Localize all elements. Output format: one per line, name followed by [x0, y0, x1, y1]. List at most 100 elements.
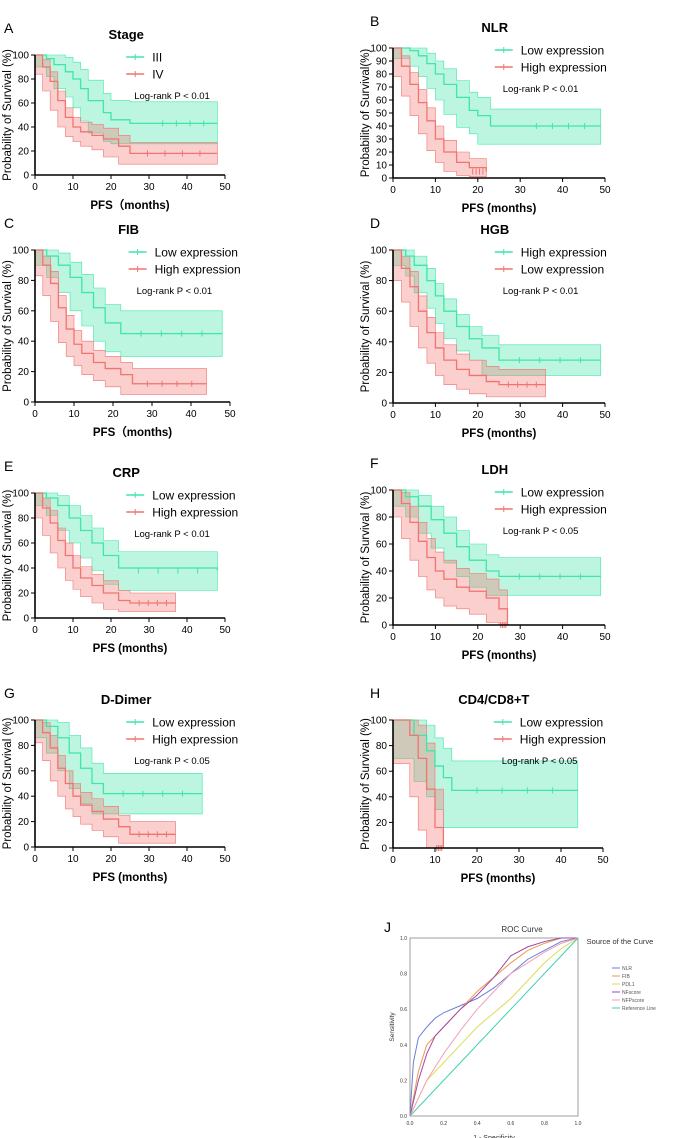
y-tick-label: 20: [18, 147, 30, 158]
ci-band: [34, 249, 207, 395]
panel-letter: A: [4, 20, 14, 36]
y-tick-label: 60: [18, 306, 30, 317]
roc-curve: [409, 937, 579, 1117]
y-tick-label: 80: [18, 276, 30, 287]
ci-band: [392, 249, 546, 398]
survival-curve: [393, 47, 487, 172]
x-tick-label: 20: [471, 855, 483, 866]
legend-label: High expression: [152, 733, 238, 747]
legend-label: IV: [152, 68, 163, 82]
survival-curve: [35, 719, 176, 835]
legend-label: III: [152, 51, 162, 65]
x-tick-label: 20: [107, 409, 119, 420]
x-tick-label: 10: [67, 182, 79, 193]
x-tick-label: 0: [390, 410, 396, 421]
survival-curve: [35, 249, 223, 335]
survival-curve: [35, 249, 207, 385]
x-tick-label: 40: [557, 185, 569, 196]
x-tick-label: 0: [390, 632, 396, 643]
legend-label: Low expression: [521, 263, 604, 277]
y-tick-label: 0.2: [400, 1078, 407, 1084]
legend-title: Source of the Curve: [587, 937, 654, 946]
y-tick-label: 0: [381, 844, 387, 855]
legend-label: Low expression: [155, 246, 238, 260]
legend-label: Low expression: [521, 486, 604, 500]
logrank-pvalue: Log-rank P < 0.01: [503, 286, 579, 297]
x-tick-label: 40: [557, 410, 569, 421]
y-tick-label: 80: [18, 741, 30, 752]
y-tick-label: 0.0: [400, 1114, 407, 1120]
logrank-pvalue: Log-rank P < 0.05: [502, 756, 578, 767]
y-tick-label: 0: [381, 399, 387, 410]
logrank-pvalue: Log-rank P < 0.01: [503, 84, 579, 95]
panel-g: G D-Dimer 0 10 20 30 40 50 0 20 40 60 80 100 PFS (mont…: [2, 685, 238, 884]
survival-curve: [393, 249, 601, 361]
x-tick-label: 40: [185, 409, 197, 420]
y-tick-label: 0.8: [400, 972, 407, 978]
survival-curve: [35, 54, 218, 155]
legend-label: High expression: [155, 263, 241, 277]
x-tick-label: 0: [390, 185, 396, 196]
survival-curve: [35, 54, 218, 125]
survival-curve: [393, 489, 601, 578]
legend-label: Low expression: [520, 716, 603, 730]
panel-c: C FIB 0 10 20 30 40 50 0 20 40 60 80 100 PFS（months) Pr…: [2, 215, 241, 439]
legend-label: Low expression: [521, 44, 604, 58]
y-axis-label: Probability of Survival (%): [2, 260, 14, 392]
x-axis-label: PFS (months): [461, 873, 536, 885]
panel-letter: F: [370, 455, 379, 471]
panel-title: Stage: [108, 27, 143, 42]
x-tick-label: 30: [143, 625, 155, 636]
y-tick-label: 60: [376, 767, 388, 778]
y-tick-label: 60: [18, 99, 30, 110]
x-tick-label: 50: [599, 185, 611, 196]
y-tick-label: 40: [18, 792, 30, 803]
x-tick-label: 40: [181, 182, 193, 193]
panel-letter: H: [370, 685, 380, 701]
x-tick-label: 40: [555, 855, 567, 866]
x-tick-label: 0: [32, 625, 38, 636]
panel-a: A Stage 0 10 20 30 40 50 0 20 40 60 80 100 PFS（months)…: [2, 20, 231, 212]
y-tick-label: 80: [18, 75, 30, 86]
x-axis-label: PFS（months): [93, 425, 172, 439]
legend-label: FIB: [622, 974, 630, 980]
y-axis-label: Probability of Survival (%): [2, 490, 14, 622]
y-tick-label: 0: [381, 174, 387, 185]
x-tick-label: 50: [219, 182, 231, 193]
x-tick-label: 50: [219, 625, 231, 636]
legend-label: High expression: [521, 246, 607, 260]
x-tick-label: 50: [599, 410, 611, 421]
x-tick-label: 20: [105, 625, 117, 636]
panel-f: F LDH 0 10 20 30 40 50 0 20 40 60 80 100 PFS (months) P…: [360, 455, 611, 662]
panel-title: NLR: [481, 20, 508, 35]
x-tick-label: 40: [181, 625, 193, 636]
y-tick-label: 20: [376, 148, 388, 159]
roc-curve: [409, 937, 578, 1117]
panel-e: E CRP 0 10 20 30 40 50 0 20 40 60 80 100 PFS (months) P…: [2, 458, 238, 655]
survival-curve: [35, 719, 203, 795]
x-tick-label: 0.2: [440, 1121, 447, 1127]
x-tick-label: 30: [515, 632, 527, 643]
survival-curve: [393, 249, 546, 386]
panel-title: HGB: [480, 222, 509, 237]
y-tick-label: 100: [370, 246, 387, 257]
y-tick-label: 30: [376, 135, 388, 146]
legend-label: High expression: [152, 506, 238, 520]
panel-b: B NLR 0 10 20 30 40 50 0 10 20 30 40 50 60 70 80 90 100 PFS…: [360, 13, 611, 215]
survival-curve: [393, 489, 509, 625]
y-tick-label: 90: [376, 57, 388, 68]
y-tick-label: 40: [376, 567, 388, 578]
y-tick-label: 0: [23, 171, 29, 182]
x-tick-label: 10: [430, 410, 442, 421]
y-tick-label: 80: [18, 514, 30, 525]
y-tick-label: 40: [376, 122, 388, 133]
y-tick-label: 20: [376, 818, 388, 829]
legend-label: NLR: [622, 966, 632, 972]
y-tick-label: 40: [18, 564, 30, 575]
survival-curve: [393, 719, 445, 848]
panel-letter: B: [370, 13, 379, 29]
roc-curve: [409, 937, 579, 1117]
x-tick-label: 50: [219, 854, 231, 865]
survival-curve: [393, 47, 601, 127]
legend-label: NFscore: [622, 990, 641, 996]
